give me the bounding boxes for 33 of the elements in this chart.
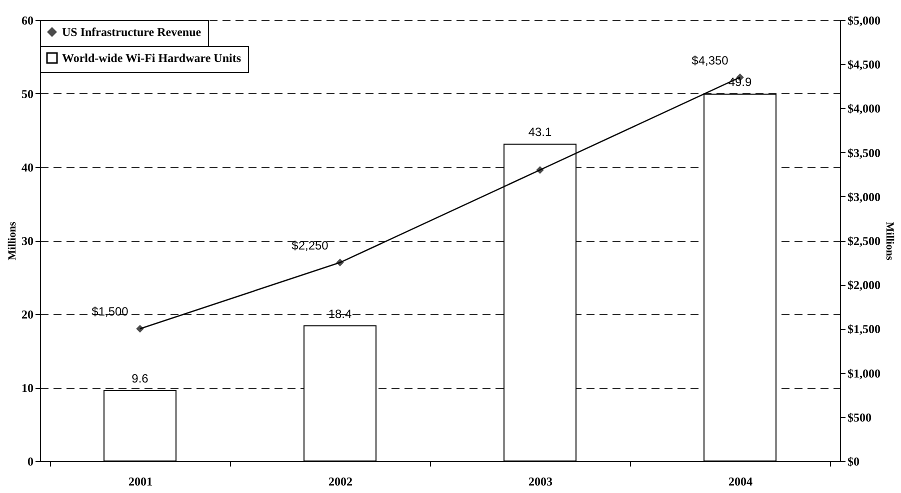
y2-tick-label: $4,500 <box>848 58 880 72</box>
data-label: 9.6 <box>132 371 149 386</box>
x-tick-label: 2002 <box>328 474 352 488</box>
y2-tick-label: $3,500 <box>848 146 880 160</box>
y2-tick-label: $0 <box>848 454 860 468</box>
point <box>136 324 144 333</box>
y2-tick-label: $1,000 <box>848 366 880 380</box>
x-tick-label: 2003 <box>528 474 552 488</box>
y-tick-label: 40 <box>22 160 34 174</box>
x-tick-label: 2004 <box>728 474 752 488</box>
x-tick-label: 2001 <box>128 474 152 488</box>
y2-tick-label: $2,000 <box>848 278 880 292</box>
point <box>336 258 344 266</box>
y2-tick-label: $5,000 <box>848 14 880 28</box>
y2-axis-title: Millions <box>884 222 896 261</box>
y2-tick-label: $1,500 <box>848 322 880 336</box>
y2-tick-label: $500 <box>848 410 872 424</box>
y2-tick-label: $4,000 <box>848 102 880 116</box>
y-tick-label: 20 <box>22 308 34 322</box>
legend-label: World-wide Wi-Fi Hardware Units <box>62 51 242 65</box>
y-tick-label: 60 <box>22 14 34 28</box>
y-tick-label: 0 <box>28 454 34 468</box>
y2-tick-label: $3,000 <box>848 190 880 204</box>
data-label: $4,350 <box>692 53 729 68</box>
legend-label: US Infrastructure Revenue <box>62 25 202 39</box>
y-tick-label: 10 <box>22 381 34 395</box>
point <box>536 166 544 174</box>
y-axis-title: Millions <box>6 221 18 260</box>
data-label: 43.1 <box>528 125 552 140</box>
data-label: $2,250 <box>292 238 329 253</box>
y-tick-label: 30 <box>22 234 34 248</box>
y-tick-label: 50 <box>22 87 34 101</box>
y2-tick-label: $2,500 <box>848 234 880 248</box>
